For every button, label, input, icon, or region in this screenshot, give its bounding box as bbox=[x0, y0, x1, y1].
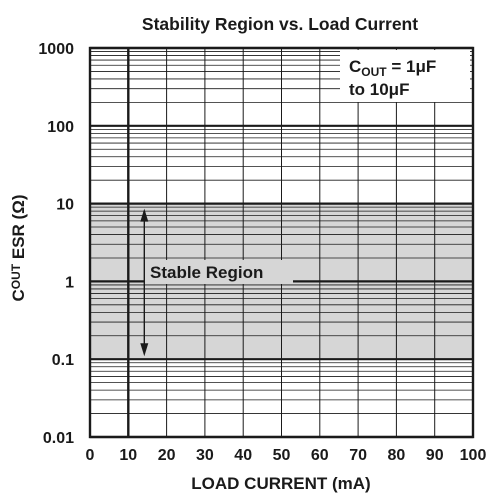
plot-area: 0.01 0.1 1 10 100 1000 0 10 20 30 40 50 60 70 80 90 100 bbox=[38, 41, 486, 464]
cout-box-background bbox=[340, 50, 470, 102]
x-tick-label: 10 bbox=[119, 447, 137, 464]
x-tick-label: 60 bbox=[311, 447, 329, 464]
x-tick-label: 40 bbox=[234, 447, 252, 464]
range-arrow-head-up bbox=[140, 208, 149, 222]
y-tick-label: 100 bbox=[47, 119, 74, 136]
y-tick-label: 0.01 bbox=[43, 430, 74, 447]
range-arrow-head-down bbox=[140, 343, 149, 357]
cout-range-label: COUT = 1μF bbox=[349, 57, 436, 79]
y-tick-label: 1 bbox=[65, 274, 74, 291]
chart-title: Stability Region vs. Load Current bbox=[142, 14, 418, 34]
x-tick-label: 30 bbox=[196, 447, 214, 464]
x-tick-label: 100 bbox=[460, 447, 487, 464]
x-tick-label: 20 bbox=[158, 447, 176, 464]
stable-region-label: Stable Region bbox=[150, 263, 263, 282]
x-axis-label: LOAD CURRENT (mA) bbox=[191, 474, 370, 493]
x-tick-label: 90 bbox=[426, 447, 444, 464]
y-tick-label: 1000 bbox=[38, 41, 74, 58]
x-tick-label: 50 bbox=[273, 447, 291, 464]
y-tick-label: 0.1 bbox=[52, 352, 74, 369]
cout-annotation-box: COUT = 1μF to 10μF bbox=[340, 50, 470, 102]
cout-range-label-line2: to 10μF bbox=[349, 80, 409, 99]
stable-region-label-group: Stable Region bbox=[145, 260, 293, 284]
x-tick-label: 80 bbox=[388, 447, 406, 464]
x-tick-label: 70 bbox=[349, 447, 367, 464]
x-tick-label: 0 bbox=[86, 447, 95, 464]
y-tick-label: 10 bbox=[56, 197, 74, 214]
stable-region-label-background bbox=[145, 260, 293, 284]
plot-frame bbox=[88, 46, 475, 439]
y-axis-label: COUT ESR (Ω) bbox=[9, 195, 28, 302]
